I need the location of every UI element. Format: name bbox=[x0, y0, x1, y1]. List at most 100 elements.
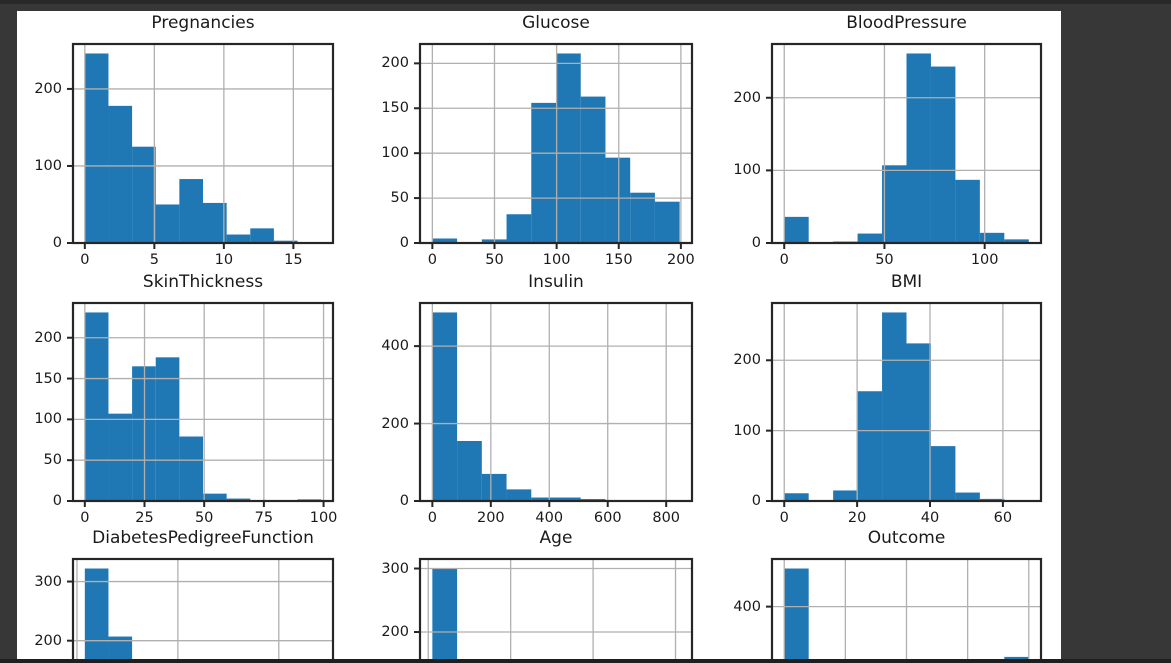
histogram-bar bbox=[155, 357, 180, 501]
y-tick-label: 0 bbox=[399, 493, 409, 509]
histogram-bar bbox=[531, 102, 556, 243]
subplot-axes: 0 5 10 15 0 100 200 bbox=[34, 42, 335, 268]
y-tick-label: 100 bbox=[34, 411, 62, 428]
histogram-bar bbox=[906, 53, 931, 244]
axes-spines bbox=[418, 42, 694, 245]
axes-spines bbox=[71, 557, 335, 659]
y-tick-label: 50 bbox=[43, 452, 62, 469]
x-tick-label: 400 bbox=[535, 510, 564, 526]
histogram-bar bbox=[84, 568, 109, 659]
axes-spines bbox=[418, 557, 694, 659]
histogram-bar bbox=[556, 497, 581, 501]
y-tick-label: 200 bbox=[34, 80, 62, 97]
histogram-bar bbox=[432, 238, 458, 243]
x-tick-label: 50 bbox=[875, 252, 894, 268]
subplot-axes: 0 25 50 75 100 0 50 100 150 200 bbox=[34, 301, 337, 526]
y-tick-label: 0 bbox=[52, 493, 62, 509]
y-tick-label: 0 bbox=[751, 235, 761, 251]
histogram-bar bbox=[955, 492, 980, 501]
axes-spines bbox=[71, 301, 335, 503]
window-top-edge bbox=[0, 0, 1171, 4]
histogram-subplot: Glucose 0 50 100 150 200 0 50 100 150 200 bbox=[381, 13, 694, 268]
histogram-bar bbox=[273, 240, 298, 243]
histogram-bar bbox=[155, 204, 180, 243]
histogram-bar bbox=[432, 568, 458, 659]
histogram-bar bbox=[882, 165, 907, 243]
histogram-bar bbox=[784, 493, 809, 501]
x-tick-label: 0 bbox=[427, 252, 437, 268]
axes-spines bbox=[770, 42, 1043, 245]
histogram-bar bbox=[556, 53, 581, 244]
histogram-subplot: Pregnancies 0 5 10 15 0 100 200 bbox=[34, 13, 335, 268]
subplot-axes: 0120100200300 bbox=[34, 557, 335, 659]
x-tick-label: 100 bbox=[970, 252, 999, 268]
subplot-title: Glucose bbox=[522, 13, 590, 33]
y-tick-label: 50 bbox=[390, 190, 409, 207]
x-tick-label: 60 bbox=[993, 510, 1013, 526]
x-tick-label: 100 bbox=[309, 510, 338, 526]
histogram-bar bbox=[857, 391, 883, 501]
x-tick-label: 10 bbox=[214, 252, 234, 268]
histogram-plot-svg bbox=[414, 42, 694, 249]
x-tick-label: 0 bbox=[427, 510, 437, 526]
histogram-bar bbox=[506, 489, 532, 501]
subplot-title: Age bbox=[539, 528, 573, 548]
y-tick-label: 200 bbox=[381, 415, 409, 432]
x-tick-label: 20 bbox=[847, 510, 867, 526]
y-tick-label: 200 bbox=[733, 89, 761, 106]
histogram-bar bbox=[630, 192, 655, 243]
histogram-bar bbox=[481, 473, 507, 501]
x-tick-label: 150 bbox=[604, 252, 633, 268]
x-tick-label: 75 bbox=[254, 510, 274, 526]
histogram-bar bbox=[108, 413, 133, 501]
histogram-bar bbox=[84, 312, 109, 501]
histogram-bar bbox=[531, 497, 556, 501]
x-tick-label: 200 bbox=[667, 252, 695, 268]
axes-spines bbox=[770, 301, 1043, 503]
histogram-plot-svg bbox=[67, 301, 335, 507]
matplotlib-figure-canvas: Pregnancies 0 5 10 15 0 100 200 Glucose 0 50 100… bbox=[17, 11, 1061, 659]
histogram-plot-svg bbox=[67, 42, 335, 249]
subplot-axes: 0 200 400 600 800 0 200 400 bbox=[381, 301, 694, 526]
y-tick-label: 0 bbox=[751, 493, 761, 509]
y-tick-label: 150 bbox=[381, 100, 409, 117]
y-tick-label: 0 bbox=[399, 235, 409, 251]
y-tick-label: 200 bbox=[733, 352, 761, 369]
histogram-plot-svg bbox=[414, 301, 694, 507]
x-tick-label: 0 bbox=[779, 510, 789, 526]
subplot-axes: 204060800100200300 bbox=[381, 557, 694, 659]
histogram-plot-svg bbox=[414, 557, 694, 659]
histogram-bar bbox=[203, 493, 227, 501]
x-tick-label: 600 bbox=[593, 510, 622, 526]
histogram-bar bbox=[179, 179, 203, 243]
subplot-axes: 0 20 40 60 0 100 200 bbox=[733, 301, 1043, 526]
y-tick-label: 100 bbox=[733, 422, 761, 439]
histogram-bar bbox=[226, 498, 251, 501]
subplot-axes: 0 50 100 0 100 200 bbox=[733, 42, 1043, 268]
y-tick-label: 400 bbox=[733, 598, 761, 615]
histogram-subplot: SkinThickness 0 25 50 75 100 0 50 100 150 200 bbox=[34, 272, 337, 526]
histogram-bar bbox=[250, 228, 274, 243]
histogram-bar bbox=[784, 216, 809, 243]
y-tick-label: 150 bbox=[34, 370, 62, 387]
axes-spines bbox=[71, 42, 335, 245]
window-bottom-edge bbox=[0, 659, 1171, 663]
y-tick-label: 200 bbox=[381, 624, 409, 641]
histogram-subplot: Outcome 00.250.50.7510200400 bbox=[733, 528, 1043, 659]
axes-spines bbox=[770, 557, 1043, 659]
x-tick-label: 5 bbox=[149, 252, 159, 268]
histogram-bar bbox=[226, 234, 251, 243]
histogram-bar bbox=[979, 232, 1005, 243]
y-tick-label: 200 bbox=[34, 632, 62, 649]
y-tick-label: 300 bbox=[381, 560, 409, 577]
axes-spines bbox=[418, 301, 694, 503]
y-tick-label: 200 bbox=[381, 55, 409, 72]
histogram-bar bbox=[1004, 239, 1029, 243]
y-tick-label: 100 bbox=[733, 162, 761, 179]
histogram-bar bbox=[605, 157, 631, 243]
subplot-title: BloodPressure bbox=[846, 13, 967, 33]
histogram-bar bbox=[580, 96, 606, 243]
histogram-bar bbox=[882, 312, 907, 501]
histogram-bar bbox=[906, 343, 931, 501]
